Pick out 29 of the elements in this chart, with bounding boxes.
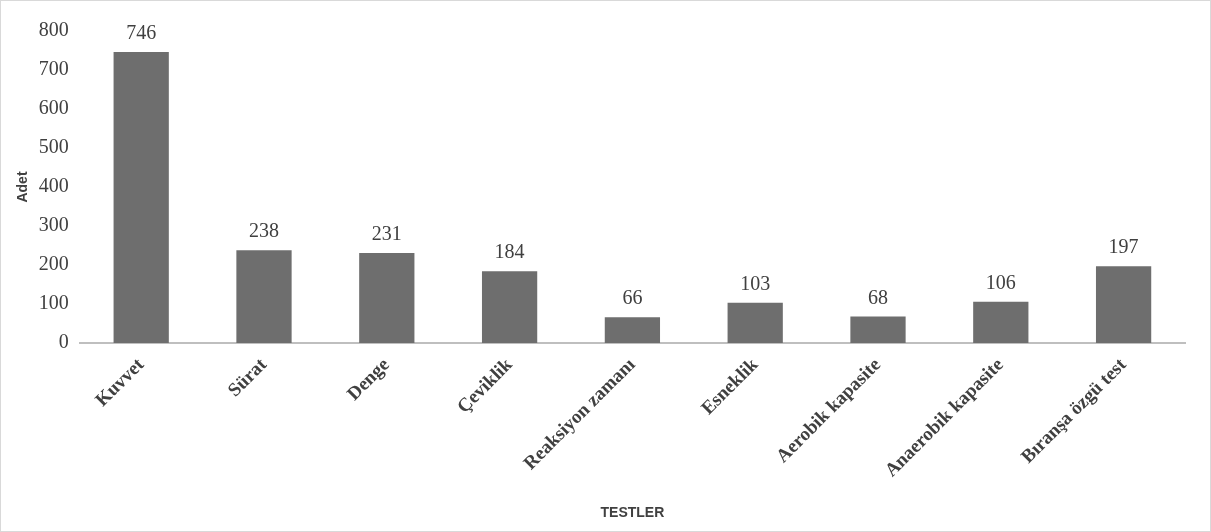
data-label: 103 [740,272,771,295]
bar [973,301,1029,343]
y-tick-label: 600 [38,96,69,119]
y-tick-label: 200 [38,252,69,275]
data-label: 746 [126,21,157,44]
bar [359,252,415,343]
y-tick-label: 800 [38,18,69,41]
y-tick-label: 500 [38,135,69,158]
data-label: 106 [985,270,1016,293]
data-label: 231 [371,222,402,245]
x-axis-title: TESTLER [600,504,665,521]
data-label: 184 [494,240,525,263]
data-label: 238 [249,219,279,242]
y-tick-label: 400 [38,174,69,197]
y-tick-label: 0 [58,330,69,353]
y-axis-title: Adet [14,171,31,203]
bar [236,250,292,343]
data-label: 68 [868,285,888,308]
y-tick-label: 100 [38,291,69,314]
data-label: 66 [622,286,643,309]
bar [481,271,538,343]
data-label: 197 [1108,235,1139,258]
y-tick-label: 700 [38,57,69,80]
bar [727,302,783,343]
bar [850,316,906,343]
bar [1095,266,1152,343]
y-tick-label: 300 [38,213,69,236]
bar [604,317,661,343]
bar [113,52,169,343]
